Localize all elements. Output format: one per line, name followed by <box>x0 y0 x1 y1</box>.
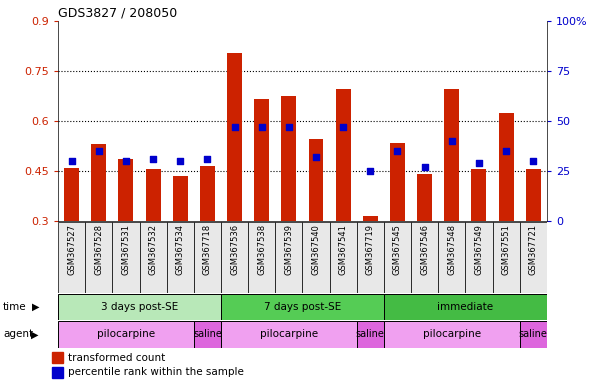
Bar <box>357 222 384 293</box>
Bar <box>221 294 384 320</box>
Bar <box>390 142 405 221</box>
Bar <box>91 144 106 221</box>
Bar <box>309 139 323 221</box>
Text: GSM367545: GSM367545 <box>393 224 402 275</box>
Bar <box>499 113 514 221</box>
Bar <box>145 169 161 221</box>
Text: saline: saline <box>519 329 547 339</box>
Bar <box>52 352 63 363</box>
Bar <box>329 222 357 293</box>
Point <box>365 168 375 174</box>
Bar <box>119 159 133 221</box>
Bar <box>466 222 492 293</box>
Bar <box>384 294 547 320</box>
Bar <box>227 53 242 221</box>
Bar <box>254 99 269 221</box>
Point <box>148 156 158 162</box>
Bar <box>194 222 221 293</box>
Bar <box>282 96 296 221</box>
Point <box>202 156 212 162</box>
Bar <box>248 222 276 293</box>
Text: GSM367528: GSM367528 <box>94 224 103 275</box>
Bar <box>58 222 85 293</box>
Bar <box>139 222 167 293</box>
Text: GSM367719: GSM367719 <box>366 224 375 275</box>
Point <box>257 124 266 130</box>
Bar <box>167 222 194 293</box>
Text: GSM367721: GSM367721 <box>529 224 538 275</box>
Text: percentile rank within the sample: percentile rank within the sample <box>68 367 244 377</box>
Text: pilocarpine: pilocarpine <box>97 329 155 339</box>
Point <box>94 148 104 154</box>
Bar <box>302 222 329 293</box>
Text: ▶: ▶ <box>32 302 40 312</box>
Text: GSM367531: GSM367531 <box>122 224 130 275</box>
Bar <box>194 321 221 348</box>
Text: GSM367532: GSM367532 <box>148 224 158 275</box>
Text: GSM367540: GSM367540 <box>312 224 321 275</box>
Text: GSM367538: GSM367538 <box>257 224 266 275</box>
Bar <box>363 216 378 221</box>
Text: 3 days post-SE: 3 days post-SE <box>101 302 178 312</box>
Bar <box>472 169 486 221</box>
Point <box>311 154 321 160</box>
Text: saline: saline <box>356 329 385 339</box>
Point <box>420 164 430 170</box>
Point <box>175 158 185 164</box>
Text: GSM367718: GSM367718 <box>203 224 212 275</box>
Text: GDS3827 / 208050: GDS3827 / 208050 <box>58 7 177 20</box>
Text: GSM367548: GSM367548 <box>447 224 456 275</box>
Bar <box>58 294 221 320</box>
Bar <box>276 222 302 293</box>
Bar <box>85 222 112 293</box>
Bar <box>335 89 351 221</box>
Text: GSM367534: GSM367534 <box>176 224 185 275</box>
Text: GSM367541: GSM367541 <box>338 224 348 275</box>
Bar <box>112 222 139 293</box>
Point <box>474 160 484 166</box>
Text: GSM367539: GSM367539 <box>284 224 293 275</box>
Bar <box>200 166 215 221</box>
Bar <box>58 321 194 348</box>
Text: GSM367536: GSM367536 <box>230 224 239 275</box>
Point <box>284 124 294 130</box>
Point <box>501 148 511 154</box>
Text: GSM367546: GSM367546 <box>420 224 429 275</box>
Text: ▶: ▶ <box>31 329 38 339</box>
Text: saline: saline <box>193 329 222 339</box>
Bar <box>221 321 357 348</box>
Point <box>67 158 76 164</box>
Bar <box>520 222 547 293</box>
Bar <box>384 222 411 293</box>
Bar <box>417 174 432 221</box>
Text: immediate: immediate <box>437 302 494 312</box>
Bar <box>438 222 466 293</box>
Text: GSM367549: GSM367549 <box>475 224 483 275</box>
Bar <box>384 321 520 348</box>
Bar <box>173 176 188 221</box>
Bar <box>64 167 79 221</box>
Bar <box>221 222 248 293</box>
Point <box>338 124 348 130</box>
Bar <box>52 367 63 378</box>
Text: GSM367551: GSM367551 <box>502 224 511 275</box>
Bar <box>526 169 541 221</box>
Text: pilocarpine: pilocarpine <box>423 329 481 339</box>
Text: time: time <box>3 302 27 312</box>
Point <box>230 124 240 130</box>
Point <box>447 138 456 144</box>
Point <box>121 158 131 164</box>
Text: 7 days post-SE: 7 days post-SE <box>264 302 341 312</box>
Point <box>529 158 538 164</box>
Bar <box>411 222 438 293</box>
Text: transformed count: transformed count <box>68 353 165 363</box>
Bar <box>492 222 520 293</box>
Text: GSM367527: GSM367527 <box>67 224 76 275</box>
Text: pilocarpine: pilocarpine <box>260 329 318 339</box>
Bar <box>444 89 459 221</box>
Text: agent: agent <box>3 329 33 339</box>
Bar <box>357 321 384 348</box>
Bar <box>520 321 547 348</box>
Point <box>393 148 403 154</box>
